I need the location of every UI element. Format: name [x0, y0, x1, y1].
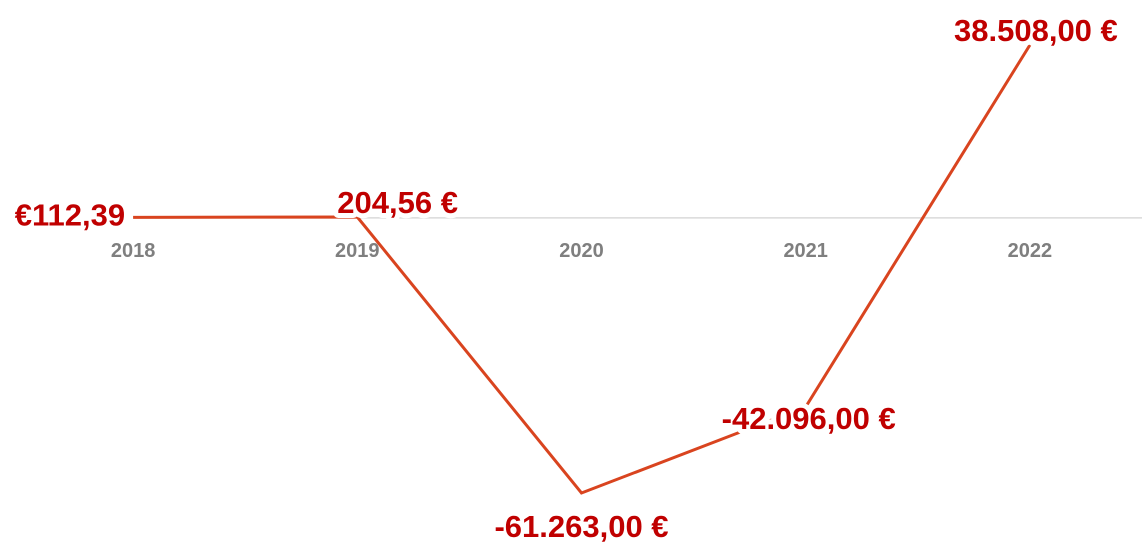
x-tick-label: 2021 — [783, 240, 828, 262]
data-label: 204,56 € — [337, 185, 458, 220]
x-tick-label: 2018 — [111, 240, 156, 262]
line-series — [133, 44, 1032, 495]
data-label: 38.508,00 € — [954, 13, 1118, 48]
x-tick-label: 2022 — [1008, 240, 1053, 262]
x-tick-label: 2019 — [335, 240, 380, 262]
data-label: €112,39 — [15, 198, 125, 233]
data-label: -61.263,00 € — [494, 509, 668, 544]
data-label: -42.096,00 € — [722, 401, 896, 436]
x-tick-label: 2020 — [559, 240, 604, 262]
